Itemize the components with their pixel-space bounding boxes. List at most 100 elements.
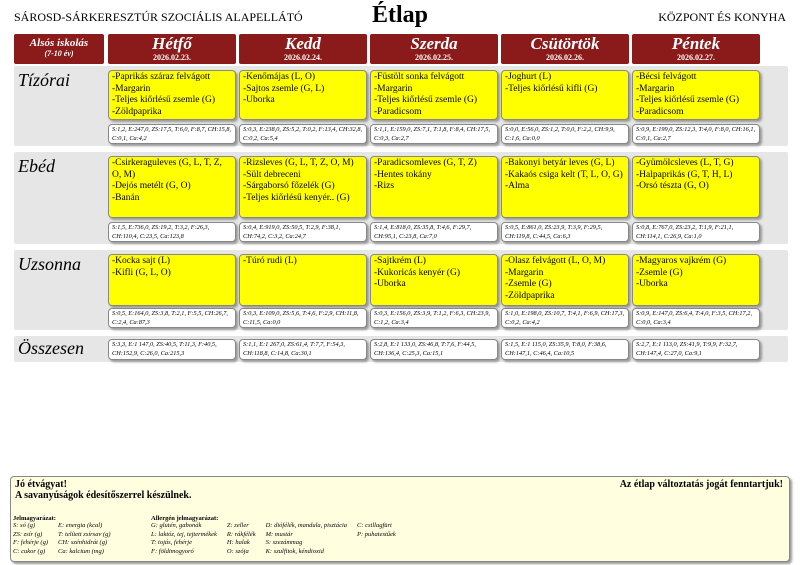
legend-item: Ca: kalcium (mg) (58, 547, 104, 555)
menu-item: -Kenőmájas (L, O) (243, 72, 316, 82)
menu-item: -Banán (112, 192, 140, 203)
menu-item: -Kakaós csiga kelt (T, L, O, G) (505, 169, 623, 180)
allergen-item: O: szója (226, 547, 249, 555)
nutrition-total: S:1,1, E:1 267,0, ZS:61,4, T:7,7, F:54,3… (239, 339, 367, 360)
allergen-item: C: csillagfürt (357, 522, 392, 529)
group-label: Alsós iskolás (29, 37, 89, 49)
nutrition-total: S:3,3, E:1 147,0, ZS:40,5, T:11,3, F:40,… (108, 339, 236, 360)
day-date: 2026.02.25. (415, 53, 453, 62)
menu-item: -Csirkeraguleves (G, L, T, Z, O, M) (112, 158, 222, 180)
legend-item: S: só (g) (13, 522, 36, 529)
menu-item: -Kocka sajt (L) (112, 256, 171, 266)
menu-item: -Paradicsomleves (G, T, Z) (374, 158, 477, 168)
allergen-item: R: rákfélék (226, 530, 256, 538)
day-name: Péntek (671, 34, 721, 53)
nutrition: S:0,8, E:767,0, ZS:23,2, T:1,9, F:21,1, … (632, 222, 760, 242)
menu-items: -Csirkeraguleves (G, L, T, Z, O, M) -Dejó… (108, 156, 236, 218)
row-label: Uzsonna (18, 254, 82, 274)
day-date: 2026.02.23. (153, 53, 191, 62)
allergen-item: D: diófélék, mandula, pisztácia (265, 522, 348, 529)
allergen-item: Z: zeller (226, 522, 249, 529)
menu-items: -Paradicsomleves (G, T, Z) -Hentes tokány… (370, 156, 498, 218)
menu-item: -Bakonyi betyár leves (G, L) (505, 158, 615, 168)
row-label: Összesen (18, 338, 84, 358)
day-header: Hétfő 2026.02.23. (108, 34, 236, 64)
nutrition-total: S:2,7, E:1 113,0, ZS:41,9, T:9,9, F:32,7… (632, 339, 760, 360)
allergen-item: H: halak (226, 539, 250, 546)
nutrition: S:1,2, E:247,0, ZS:17,5, T:6,0, F:8,7, C… (108, 124, 236, 144)
day-header: Csütörtök 2026.02.26. (501, 34, 629, 64)
menu-item: -Zöldpaprika (505, 290, 555, 301)
nutrition: S:0,5, E:164,0, ZS:3,8, T:2,1, F:5,5, CH… (108, 308, 236, 328)
menu-items: -Magyaros vajkrém (G) -Zsemle (G) -Uborka (632, 254, 760, 306)
menu-item: -Füstölt sonka felvágott (374, 72, 465, 82)
allergen-item: K: szulfitok, kéndioxid (265, 547, 324, 555)
row-label: Tízórai (18, 70, 71, 90)
nutrition: S:0,3, E:156,0, ZS:3,9, T:1,2, F:6,3, CH… (370, 308, 498, 328)
menu-title: Étlap (371, 2, 428, 28)
menu-item: -Hentes tokány (374, 169, 432, 180)
greeting: Jó étvágyat! (15, 479, 67, 490)
nutrition: S:1,1, E:159,0, ZS:7,1, T:1,8, F:8,4, CH… (370, 124, 498, 144)
menu-item: -Rizs (374, 181, 395, 191)
allergens: Allergén jelmagyarázat: G: glutén, gabon… (151, 515, 396, 556)
menu-item: -Sárgaborsó főzelék (G) (243, 181, 335, 191)
day-name: Hétfő (152, 34, 192, 53)
day-date: 2026.02.24. (284, 53, 322, 62)
day-header: Kedd 2026.02.24. (239, 34, 367, 64)
menu-item: -Zöldpaprika (112, 106, 162, 117)
nutrition: S:0,5, E:861,0, ZS:23,9, T:3,9, F:29,5, … (501, 222, 629, 242)
legend-item: T: telített zsírsav (g) (58, 530, 111, 538)
menu-item: -Margarin (636, 83, 675, 94)
allergen-item: S: szezámmag (265, 539, 303, 546)
row-label: Ebéd (18, 156, 55, 176)
allergen-item: M: mustár (265, 530, 293, 538)
legend-item: F: fehérje (g) (13, 539, 49, 546)
menu-item: -Orsó tészta (G, O) (636, 181, 709, 191)
menu-item: -Teljes kiőrlésű kenyér.. (G) (243, 192, 350, 203)
menu-item: -Paradicsom (374, 106, 422, 117)
nutrition: S:1,0, E:198,0, ZS:10,7, T:4,1, F:6,9, C… (501, 308, 629, 328)
menu-item: -Margarin (505, 267, 544, 278)
nutrition-total: S:2,8, E:1 133,0, ZS:46,8, T:7,6, F:44,5… (370, 339, 498, 360)
menu-items: -Túró rudi (L) (239, 254, 367, 306)
legend-item: E: energia (kcal) (58, 522, 103, 529)
menu-item: -Joghurt (L) (505, 72, 552, 82)
menu-item: -Olasz felvágott (L, O, M) (505, 256, 606, 266)
menu-items: -Sajtkrém (L) -Kukoricás kenyér (G) -Ubork… (370, 254, 498, 306)
nutrition: S:0,4, E:919,0, ZS:50,5, T:2,9, F:38,1, … (239, 222, 367, 242)
menu-items: -Bakonyi betyár leves (G, L) -Kakaós csig… (501, 156, 629, 218)
nutrition: S:0,0, E:56,0, ZS:1,2, T:0,0, F:2,2, CH:… (501, 124, 629, 144)
menu-item: -Sajtos zsemle (G, L) (243, 83, 325, 94)
menu-item: -Teljes kiőrlésű kifli (G) (505, 83, 598, 94)
disclaimer: Az étlap változtatás jogát fenntartjuk! (619, 479, 783, 490)
day-header: Péntek 2026.02.27. (632, 34, 760, 64)
menu-items: -Füstölt sonka felvágott -Margarin -Teljes… (370, 70, 498, 120)
menu-item: -Kukoricás kenyér (G) (374, 267, 460, 278)
nutrition: S:1,5, E:736,0, ZS:19,2, T:3,2, F:26,3, … (108, 222, 236, 242)
menu-items: -Kocka sajt (L) -Kifli (G, L, O) (108, 254, 236, 306)
menu-item: -Túró rudi (L) (243, 256, 297, 266)
nutrition: S:0,9, E:147,0, ZS:6,4, T:4,0, F:3,5, CH… (632, 308, 760, 328)
allergen-item: T: tojás, fehérje (151, 539, 192, 546)
menu-items: -Gyümölcsleves (L, T, G) -Halpaprikás (G,… (632, 156, 760, 218)
day-header: Szerda 2026.02.25. (370, 34, 498, 64)
legend-item: ZS: zsír (g) (13, 530, 43, 538)
menu-item: -Paradicsom (636, 106, 684, 117)
menu-item: -Margarin (374, 83, 413, 94)
day-name: Kedd (285, 34, 321, 53)
nutrition: S:0,3, E:238,0, ZS:5,2, T:0,2, F:13,4, C… (239, 124, 367, 144)
menu-item: -Teljes kiőrlésű zsemle (G) (636, 95, 740, 105)
nutrition-total: S:1,5, E:1 115,0, ZS:35,9, T:8,0, F:38,6… (501, 339, 629, 360)
day-name: Szerda (410, 34, 458, 53)
menu-item: -Paprikás száraz felvágott (112, 72, 211, 82)
menu-item: -Kifli (G, L, O) (112, 267, 171, 278)
nutrition: S:1,4, E:818,0, ZS:35,8, T:4,6, F:29,7, … (370, 222, 498, 242)
menu-item: -Margarin (112, 83, 151, 94)
day-date: 2026.02.27. (677, 53, 715, 62)
menu-items: -Paprikás száraz felvágott -Margarin -Telj… (108, 70, 236, 120)
org-name: SÁROSD-SÁRKERESZTÚR SZOCIÁLIS ALAPELLÁTÓ (14, 10, 303, 24)
menu-item: -Bécsi felvágott (636, 72, 697, 82)
allergen-item: L: laktóz, tej, tejtermékek (151, 530, 217, 538)
menu-items: -Joghurt (L) -Teljes kiőrlésű kifli (G) (501, 70, 629, 120)
